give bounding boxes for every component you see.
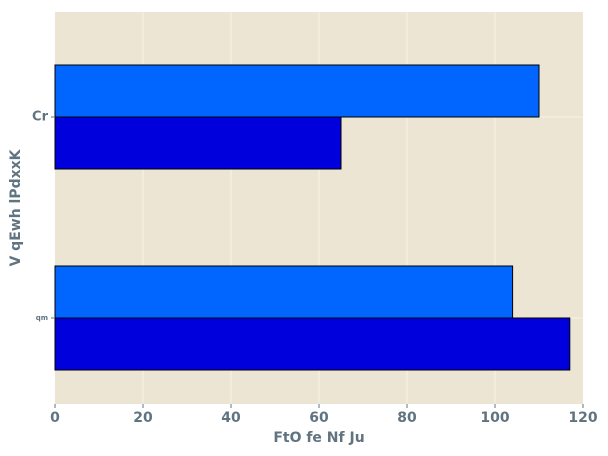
y-tick-label: Cr: [32, 110, 49, 125]
bars: [54, 64, 571, 371]
x-axis-ticks: 0 20 40 60 80 100 120: [50, 404, 598, 426]
bar: [54, 64, 540, 118]
x-tick-label: 0: [50, 410, 60, 426]
y-axis-label: V qEwh lPdxxK: [8, 148, 24, 266]
bar: [54, 116, 342, 170]
x-tick-label: 20: [133, 410, 153, 426]
x-tick-label: 80: [397, 410, 417, 426]
y-axis-ticks: qm Cr: [32, 110, 55, 322]
y-tick-label: qm: [36, 314, 48, 322]
bar: [54, 317, 571, 371]
x-axis-label: FtO fe Nf Ju: [273, 430, 364, 446]
x-tick-label: 40: [221, 410, 241, 426]
x-tick-label: 120: [568, 410, 597, 426]
bar: [54, 265, 514, 319]
x-tick-label: 60: [309, 410, 329, 426]
x-tick-label: 100: [480, 410, 509, 426]
